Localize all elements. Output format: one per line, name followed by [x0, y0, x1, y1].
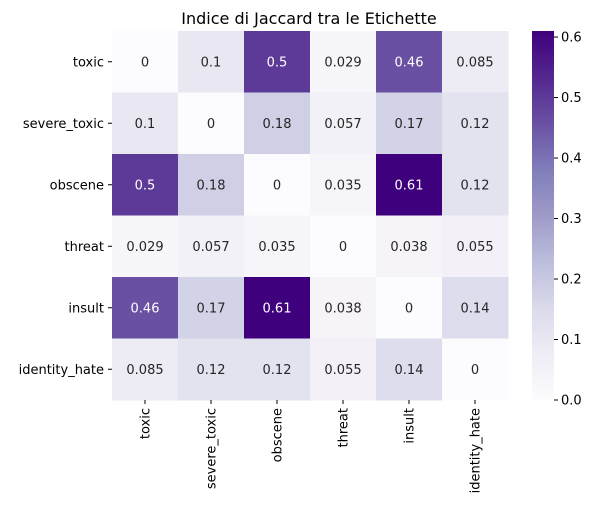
- cell-annotation: 0: [471, 363, 479, 378]
- heatmap-cell: [310, 338, 377, 401]
- colorbar-tick-label: 0.5: [561, 91, 582, 106]
- heatmap-cell: [442, 338, 509, 401]
- heatmap-cell: [442, 277, 509, 339]
- heatmap-cell: [376, 154, 443, 216]
- cell-annotation: 0.12: [197, 363, 226, 378]
- column-label: severe_toxic: [205, 408, 220, 489]
- row-label: identity_hate: [19, 363, 104, 378]
- heatmap-cell: [310, 92, 377, 155]
- heatmap-cell: [244, 215, 311, 278]
- heatmap-cell: [442, 154, 509, 216]
- row-label: insult: [68, 301, 104, 316]
- heatmap-cell: [244, 154, 311, 216]
- cell-annotation: 0.029: [324, 55, 361, 70]
- cell-annotation: 0.61: [263, 301, 292, 316]
- cell-annotation: 0.46: [131, 301, 160, 316]
- cell-annotation: 0.055: [324, 363, 361, 378]
- heatmap-cell: [178, 31, 245, 93]
- heatmap-cell: [376, 92, 443, 155]
- heatmap-cell: [244, 338, 311, 401]
- cell-annotation: 0.46: [395, 55, 424, 70]
- cell-annotation: 0.029: [126, 240, 163, 255]
- colorbar-tick-label: 0.0: [561, 394, 582, 409]
- colorbar-tick-label: 0.1: [561, 333, 582, 348]
- cell-annotation: 0.5: [135, 178, 156, 193]
- column-label: threat: [337, 408, 352, 447]
- cell-annotation: 0.17: [197, 301, 226, 316]
- heatmap-cell: [244, 277, 311, 339]
- heatmap-cell: [376, 31, 443, 93]
- cell-annotation: 0.035: [324, 178, 361, 193]
- cell-annotation: 0.12: [461, 178, 490, 193]
- colorbar-ticks: 0.0 0.1 0.2 0.3 0.4 0.5 0.6: [554, 31, 582, 409]
- heatmap-cell: [178, 154, 245, 216]
- column-labels: toxic severe_toxic obscene threat insult iden…: [139, 400, 484, 493]
- cell-annotation: 0.1: [135, 117, 156, 132]
- heatmap-cell: [178, 92, 245, 155]
- cell-annotation: 0: [273, 178, 281, 193]
- heatmap-cell: [310, 215, 377, 278]
- colorbar-tick-label: 0.6: [561, 31, 582, 46]
- cell-annotation: 0.038: [390, 240, 427, 255]
- heatmap-cell: [244, 92, 311, 155]
- row-label: toxic: [73, 55, 104, 70]
- cell-annotation: 0.14: [395, 363, 424, 378]
- cell-annotation: 0.18: [197, 178, 226, 193]
- heatmap-cell: [112, 92, 179, 155]
- heatmap-cell: [376, 338, 443, 401]
- cell-annotation: 0.12: [461, 117, 490, 132]
- cell-annotation: 0.12: [263, 363, 292, 378]
- cell-annotation: 0.1: [201, 55, 222, 70]
- column-label: identity_hate: [469, 408, 484, 493]
- row-label: obscene: [50, 178, 104, 193]
- colorbar: [532, 31, 554, 400]
- colorbar-tick-label: 0.4: [561, 152, 582, 167]
- heatmap-cell: [112, 338, 179, 401]
- heatmap-cell: [178, 277, 245, 339]
- heatmap-cell: [442, 215, 509, 278]
- cell-annotation: 0.085: [126, 363, 163, 378]
- column-label: obscene: [271, 408, 286, 462]
- heatmap-cell: [310, 154, 377, 216]
- heatmap-cell: [112, 215, 179, 278]
- cell-annotation: 0.038: [324, 301, 361, 316]
- heatmap-cells: 0 0.1 0.5 0.029 0.46 0.085 0.1 0 0.18 0.057 0.17 0.…: [112, 31, 509, 401]
- cell-annotation: 0: [207, 117, 215, 132]
- heatmap-cell: [178, 215, 245, 278]
- row-label: threat: [65, 240, 104, 255]
- heatmap-cell: [178, 338, 245, 401]
- cell-annotation: 0.057: [324, 117, 361, 132]
- heatmap-cell: [442, 92, 509, 155]
- heatmap-cell: [376, 277, 443, 339]
- column-label: insult: [403, 408, 418, 444]
- colorbar-tick-label: 0.3: [561, 212, 582, 227]
- cell-annotation: 0.14: [461, 301, 490, 316]
- row-label: severe_toxic: [23, 117, 104, 132]
- chart-title: Indice di Jaccard tra le Etichette: [181, 9, 436, 28]
- cell-annotation: 0.17: [395, 117, 424, 132]
- cell-annotation: 0: [141, 55, 149, 70]
- heatmap-cell: [442, 31, 509, 93]
- cell-annotation: 0.61: [395, 178, 424, 193]
- cell-annotation: 0.085: [456, 55, 493, 70]
- heatmap-cell: [112, 31, 179, 93]
- heatmap-cell: [112, 154, 179, 216]
- heatmap-cell: [244, 31, 311, 93]
- heatmap-cell: [376, 215, 443, 278]
- cell-annotation: 0.057: [192, 240, 229, 255]
- colorbar-tick-label: 0.2: [561, 273, 582, 288]
- cell-annotation: 0.055: [456, 240, 493, 255]
- cell-annotation: 0.18: [263, 117, 292, 132]
- heatmap-cell: [310, 277, 377, 339]
- cell-annotation: 0: [405, 301, 413, 316]
- heatmap-cell: [112, 277, 179, 339]
- cell-annotation: 0.5: [267, 55, 288, 70]
- column-label: toxic: [139, 408, 154, 439]
- heatmap-cell: [310, 31, 377, 93]
- cell-annotation: 0: [339, 240, 347, 255]
- cell-annotation: 0.035: [258, 240, 295, 255]
